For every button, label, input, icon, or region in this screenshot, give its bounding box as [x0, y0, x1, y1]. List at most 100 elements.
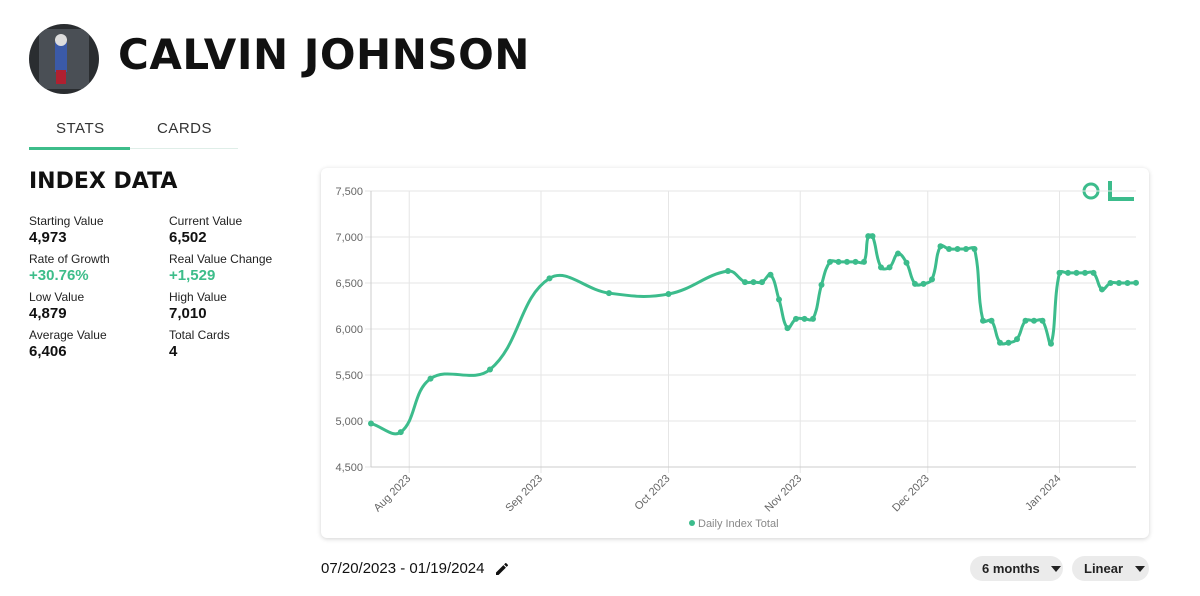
- point: [665, 291, 672, 298]
- x-tick-label: Dec 2023: [890, 473, 932, 515]
- point: [750, 279, 757, 286]
- x-tick-label: Oct 2023: [633, 473, 673, 513]
- x-tick-label: Aug 2023: [372, 473, 414, 515]
- point: [886, 264, 893, 271]
- scale-select[interactable]: Linear: [1072, 556, 1149, 581]
- stat-label: Total Cards: [169, 328, 230, 342]
- point: [878, 264, 884, 271]
- point: [827, 258, 833, 265]
- edit-icon[interactable]: [494, 561, 510, 577]
- tab[interactable]: CARDS: [157, 120, 213, 137]
- point: [818, 281, 825, 288]
- period-select[interactable]: 6 months: [970, 556, 1063, 581]
- point: [980, 317, 986, 324]
- y-tick-label: 5,500: [335, 370, 363, 382]
- date-range: 07/20/2023 - 01/19/2024: [321, 560, 485, 577]
- point: [776, 296, 782, 303]
- stat-label: Real Value Change: [169, 252, 273, 266]
- point: [1082, 269, 1088, 276]
- point: [397, 429, 404, 436]
- point: [1116, 280, 1122, 286]
- point: [767, 271, 774, 278]
- point: [1090, 269, 1097, 276]
- point: [742, 279, 748, 286]
- stat-value: +1,529: [169, 267, 216, 284]
- legend-marker: [689, 520, 695, 526]
- point: [1039, 317, 1046, 324]
- point: [852, 258, 859, 265]
- stat-value: 4: [169, 343, 178, 360]
- point: [1073, 269, 1080, 276]
- point: [1124, 280, 1131, 286]
- y-tick-label: 6,500: [335, 278, 363, 290]
- line: [370, 233, 1137, 436]
- point: [1022, 317, 1029, 324]
- x-tick-label: Nov 2023: [763, 473, 805, 515]
- stat-label: Starting Value: [29, 214, 104, 228]
- stat-label: Low Value: [29, 290, 85, 304]
- point: [1014, 336, 1020, 343]
- scale-label: Linear: [1084, 561, 1124, 576]
- caret: [1050, 565, 1061, 572]
- point: [810, 315, 816, 322]
- y-tick-label: 5,000: [335, 416, 363, 428]
- point: [487, 366, 493, 373]
- point: [427, 375, 434, 382]
- stat-value: +30.76%: [29, 267, 89, 284]
- point: [920, 280, 927, 287]
- point: [963, 245, 969, 252]
- section-title: INDEX DATA: [29, 169, 178, 194]
- chart-card: [321, 168, 1149, 538]
- point: [368, 420, 374, 427]
- point: [903, 259, 910, 266]
- point: [869, 233, 876, 240]
- stat-value: 7,010: [169, 305, 207, 322]
- y-tick-label: 6,000: [335, 324, 363, 336]
- stat-label: Rate of Growth: [29, 252, 110, 266]
- stat-label: High Value: [169, 290, 227, 304]
- point: [1099, 286, 1105, 293]
- point: [835, 258, 842, 265]
- point: [793, 315, 799, 322]
- point: [606, 290, 612, 297]
- y-tick-label: 7,000: [335, 232, 363, 244]
- point: [1056, 269, 1063, 276]
- point: [759, 279, 765, 286]
- point: [1005, 339, 1012, 346]
- point: [971, 245, 978, 252]
- legend-label: Daily Index Total: [698, 518, 779, 530]
- stat-value: 6,406: [29, 343, 67, 360]
- point: [784, 325, 791, 332]
- point: [937, 243, 944, 250]
- point: [546, 275, 553, 282]
- period-label: 6 months: [982, 561, 1040, 576]
- point: [861, 258, 867, 265]
- point: [801, 315, 808, 322]
- stat-label: Average Value: [29, 328, 107, 342]
- point: [725, 268, 731, 275]
- x-tick-label: Jan 2024: [1023, 473, 1063, 513]
- point: [988, 317, 995, 324]
- point: [1133, 279, 1139, 286]
- point: [997, 339, 1003, 346]
- y-tick-label: 4,500: [335, 462, 363, 474]
- x-tick-label: Sep 2023: [503, 473, 545, 515]
- point: [1031, 317, 1037, 324]
- point: [865, 233, 872, 240]
- player-name: CALVIN JOHNSON: [118, 30, 530, 79]
- point: [954, 245, 961, 252]
- avatar[interactable]: [29, 24, 99, 94]
- stat-value: 4,973: [29, 229, 67, 246]
- tab-rule: [29, 148, 238, 149]
- point: [912, 280, 918, 287]
- stat-label: Current Value: [169, 214, 243, 228]
- caret: [1135, 565, 1146, 572]
- point: [1048, 340, 1054, 347]
- stat-value: 4,879: [29, 305, 67, 322]
- tab-underline: [29, 147, 130, 150]
- tab[interactable]: STATS: [56, 120, 105, 137]
- point: [1065, 269, 1071, 276]
- point: [895, 250, 901, 257]
